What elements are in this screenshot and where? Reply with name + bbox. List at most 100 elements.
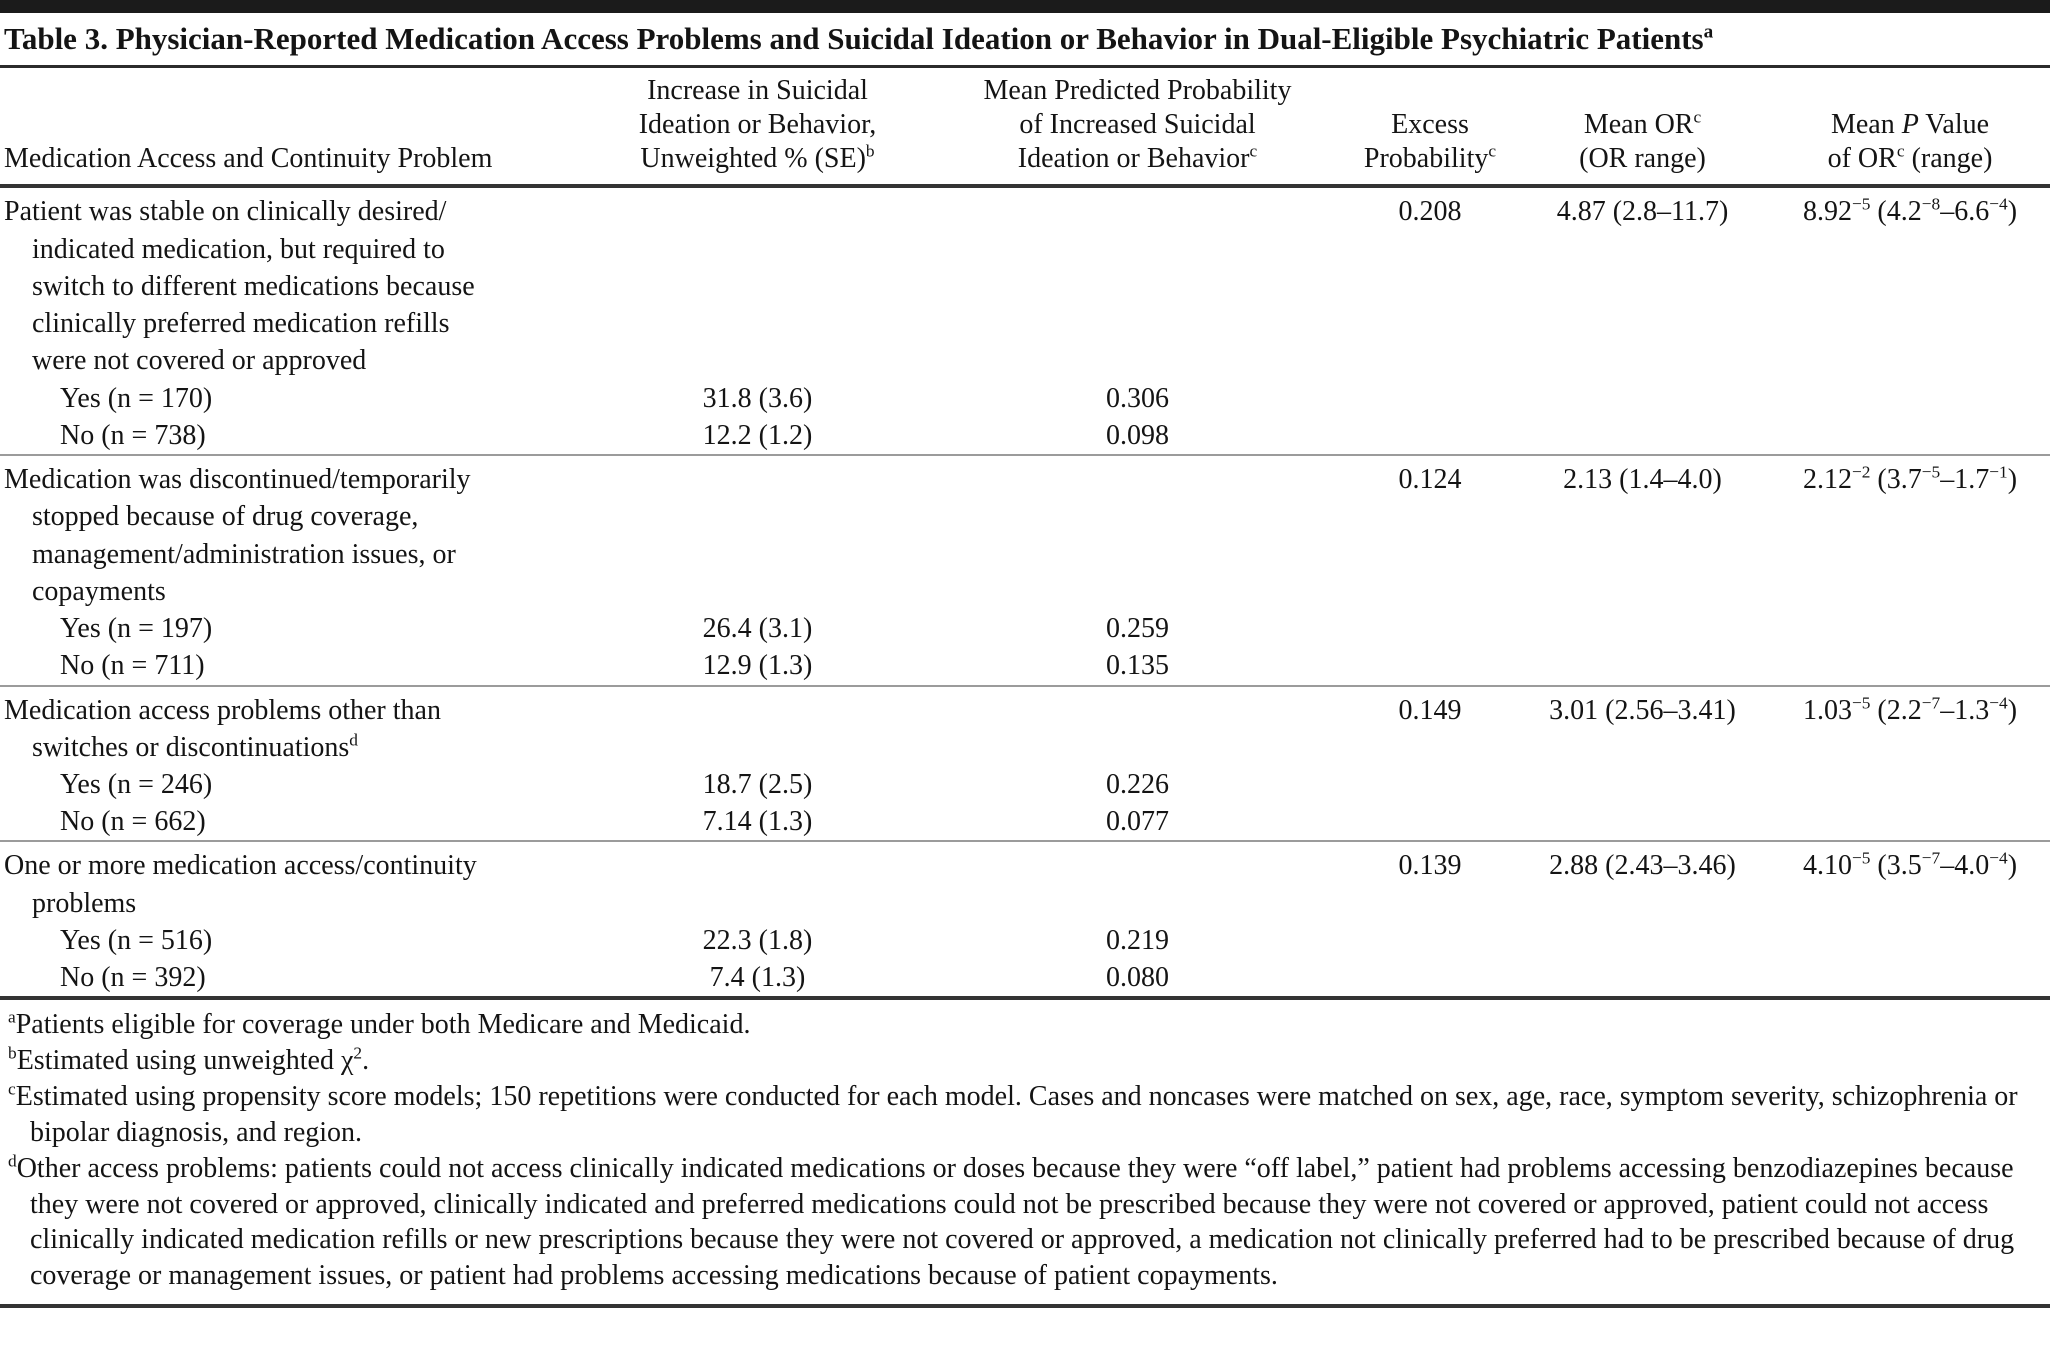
unweighted-pct-cell: 18.7 (2.5) xyxy=(702,768,813,800)
excess-probability-cell: 0.124 xyxy=(1345,454,1515,611)
empty-cell xyxy=(1770,610,2050,647)
response-label-cell: No (n = 392) xyxy=(60,962,206,994)
table-header: Medication Access and Continuity Problem… xyxy=(0,68,2050,189)
empty-cell xyxy=(1515,380,1770,417)
mean-predicted-probability-cell: 0.077 xyxy=(1106,806,1169,838)
problem-cell: Medication was discontinued/temporarily … xyxy=(0,454,585,611)
mean-p-value-cell: 2.12−2 (3.7−5–1.7−1) xyxy=(1770,454,2050,611)
empty-cell xyxy=(1770,959,2050,996)
table3-medication-access: Medication Access and Continuity Problem… xyxy=(0,68,2050,996)
empty-cell xyxy=(585,186,930,379)
header-row: Medication Access and Continuity Problem… xyxy=(0,68,2050,189)
col-header-problem: Medication Access and Continuity Problem xyxy=(0,68,585,189)
empty-cell xyxy=(1515,959,1770,996)
col-header-mean-or: Mean ORc (OR range) xyxy=(1515,68,1770,189)
empty-cell xyxy=(1345,959,1515,996)
empty-cell xyxy=(585,840,930,922)
unweighted-pct-cell: 12.9 (1.3) xyxy=(702,650,813,682)
yes-row-2: Yes (n = 197) 26.4 (3.1) 0.259 xyxy=(0,610,2050,647)
footnote-a: aPatients eligible for coverage under bo… xyxy=(8,1008,751,1041)
footnote-d: dOther access problems: patients could n… xyxy=(8,1151,2015,1292)
unweighted-pct-cell: 7.14 (1.3) xyxy=(702,806,813,838)
empty-cell xyxy=(1345,803,1515,841)
mean-predicted-probability-cell: 0.259 xyxy=(1106,613,1169,645)
unweighted-pct-cell: 31.8 (3.6) xyxy=(702,382,813,414)
empty-cell xyxy=(585,454,930,611)
empty-cell xyxy=(1770,417,2050,455)
mean-or-cell: 2.13 (1.4–4.0) xyxy=(1515,454,1770,611)
no-row-2: No (n = 711) 12.9 (1.3) 0.135 xyxy=(0,647,2050,685)
col-header-increase-suicidal: Increase in Suicidal Ideation or Behavio… xyxy=(585,68,930,189)
footnotes-section: aPatients eligible for coverage under bo… xyxy=(0,996,2050,1309)
mean-p-value-cell: 4.10−5 (3.5−7–4.0−4) xyxy=(1770,840,2050,922)
col-header-mean-predicted-probability: Mean Predicted Probability of Increased … xyxy=(930,68,1345,189)
group-row-4: One or more medication access/continuity… xyxy=(0,840,2050,922)
empty-cell xyxy=(1515,647,1770,685)
mean-predicted-probability-cell: 0.098 xyxy=(1106,419,1169,451)
group-row-3: Medication access problems other than sw… xyxy=(0,684,2050,766)
empty-cell xyxy=(1515,766,1770,803)
problem-cell: Medication access problems other than sw… xyxy=(0,684,585,766)
empty-cell xyxy=(1770,922,2050,959)
footnote-c: cEstimated using propensity score models… xyxy=(8,1079,2018,1148)
unweighted-pct-cell: 26.4 (3.1) xyxy=(702,613,813,645)
response-label-cell: No (n = 711) xyxy=(60,650,205,682)
yes-row-4: Yes (n = 516) 22.3 (1.8) 0.219 xyxy=(0,922,2050,959)
no-row-1: No (n = 738) 12.2 (1.2) 0.098 xyxy=(0,417,2050,455)
excess-probability-cell: 0.139 xyxy=(1345,840,1515,922)
empty-cell xyxy=(1345,610,1515,647)
empty-cell xyxy=(1345,647,1515,685)
mean-predicted-probability-cell: 0.306 xyxy=(1106,382,1169,414)
mean-predicted-probability-cell: 0.080 xyxy=(1106,962,1169,994)
empty-cell xyxy=(930,684,1345,766)
response-label-cell: Yes (n = 197) xyxy=(60,613,213,645)
empty-cell xyxy=(1515,610,1770,647)
empty-cell xyxy=(1515,803,1770,841)
empty-cell xyxy=(1345,380,1515,417)
unweighted-pct-cell: 22.3 (1.8) xyxy=(702,924,813,956)
table-title: Table 3. Physician-Reported Medication A… xyxy=(0,13,2050,68)
yes-row-1: Yes (n = 170) 31.8 (3.6) 0.306 xyxy=(0,380,2050,417)
unweighted-pct-cell: 7.4 (1.3) xyxy=(709,962,806,994)
empty-cell xyxy=(1770,766,2050,803)
excess-probability-cell: 0.208 xyxy=(1398,196,1462,228)
empty-cell xyxy=(1515,417,1770,455)
empty-cell xyxy=(1515,922,1770,959)
mean-predicted-probability-cell: 0.219 xyxy=(1106,924,1169,956)
response-label-cell: No (n = 738) xyxy=(60,419,206,451)
col-header-mean-p-value: Mean P Value of ORc (range) xyxy=(1770,68,2050,189)
excess-probability-cell: 0.149 xyxy=(1345,684,1515,766)
empty-cell xyxy=(1770,803,2050,841)
footnote-b: bEstimated using unweighted χ2. xyxy=(8,1043,370,1077)
mean-or-cell: 4.87 (2.8–11.7) xyxy=(1556,196,1729,228)
empty-cell xyxy=(1345,417,1515,455)
no-row-3: No (n = 662) 7.14 (1.3) 0.077 xyxy=(0,803,2050,841)
empty-cell xyxy=(1770,380,2050,417)
empty-cell xyxy=(930,454,1345,611)
empty-cell xyxy=(585,684,930,766)
mean-predicted-probability-cell: 0.135 xyxy=(1106,650,1169,682)
empty-cell xyxy=(1345,766,1515,803)
mean-or-cell: 3.01 (2.56–3.41) xyxy=(1515,684,1770,766)
group-row-2: Medication was discontinued/temporarily … xyxy=(0,454,2050,611)
unweighted-pct-cell: 12.2 (1.2) xyxy=(702,419,813,451)
mean-predicted-probability-cell: 0.226 xyxy=(1106,768,1169,800)
col-header-excess-probability: Excess Probabilityc xyxy=(1345,68,1515,189)
empty-cell xyxy=(1345,922,1515,959)
problem-cell: Patient was stable on clinically desired… xyxy=(4,196,475,377)
problem-cell: One or more medication access/continuity… xyxy=(0,840,585,922)
mean-or-cell: 2.88 (2.43–3.46) xyxy=(1515,840,1770,922)
response-label-cell: No (n = 662) xyxy=(60,806,206,838)
response-label-cell: Yes (n = 516) xyxy=(60,924,213,956)
group-row-1: Patient was stable on clinically desired… xyxy=(0,186,2050,379)
top-rule xyxy=(0,0,2050,13)
mean-p-value-cell: 1.03−5 (2.2−7–1.3−4) xyxy=(1770,684,2050,766)
response-label-cell: Yes (n = 170) xyxy=(60,382,213,414)
response-label-cell: Yes (n = 246) xyxy=(60,768,213,800)
empty-cell xyxy=(1770,647,2050,685)
yes-row-3: Yes (n = 246) 18.7 (2.5) 0.226 xyxy=(0,766,2050,803)
no-row-4: No (n = 392) 7.4 (1.3) 0.080 xyxy=(0,959,2050,996)
empty-cell xyxy=(930,840,1345,922)
empty-cell xyxy=(930,186,1345,379)
mean-p-value-cell: 8.92−5 (4.2−8–6.6−4) xyxy=(1802,195,2018,228)
